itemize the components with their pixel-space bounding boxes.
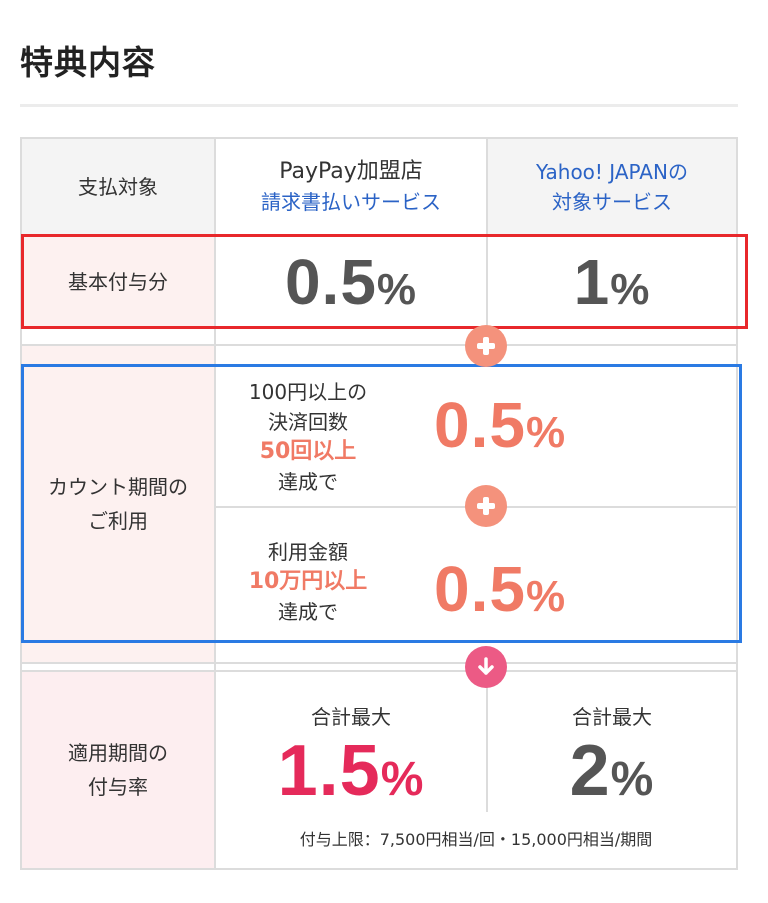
count-label-cell: カウント期間の ご利用: [22, 346, 214, 662]
total-limit-note: 付与上限：7,500円相当/回・15,000円相当/期間: [299, 830, 653, 849]
cond2-text: 利用金額 10万円以上 達成で: [216, 532, 400, 632]
cond1-rate: 0.5%: [434, 388, 566, 462]
basic-label: 基本付与分: [68, 270, 168, 294]
grid-hline-5: [22, 670, 736, 672]
count-label-line1: カウント期間の: [48, 475, 188, 499]
count-label-line2: ご利用: [88, 509, 148, 533]
grid-hline-4: [22, 662, 736, 664]
header-col1-title: PayPay加盟店: [279, 159, 423, 184]
cond1-text: 100円以上の 決済回数 50回以上 達成で: [216, 368, 400, 506]
cond1-line2: 決済回数: [268, 410, 348, 434]
plus-icon: [465, 485, 507, 527]
cond1-value: 0.5: [434, 389, 526, 461]
header-label-cell: 支払対象: [22, 139, 214, 235]
header-col2-line2: 対象サービス: [552, 190, 672, 214]
grid-vline-right-top: [486, 139, 488, 327]
basic-col2-cell: 1%: [488, 237, 736, 327]
page-title: 特典内容: [20, 43, 156, 82]
cond1-percent: %: [525, 408, 567, 457]
header-col1-subtitle: 請求書払いサービス: [261, 190, 441, 214]
count-cond1-cell: 100円以上の 決済回数 50回以上 達成で 0.5%: [216, 368, 736, 506]
total-col2-cell: 合計最大 2%: [488, 672, 736, 812]
grid-vline-right-bottom: [486, 672, 488, 812]
cond1-emphasis: 50回以上: [259, 439, 357, 464]
basic-highlight-box: [21, 234, 748, 329]
basic-col1-cell: 0.5%: [216, 237, 486, 327]
total-label-cell: 適用期間の 付与率: [22, 672, 214, 868]
total-col1-caption: 合計最大: [311, 705, 391, 729]
total-label-line2: 付与率: [88, 775, 148, 799]
total-label-line1: 適用期間の: [68, 741, 168, 765]
count-cond2-cell: 利用金額 10万円以上 達成で 0.5%: [216, 508, 736, 642]
total-col2-percent: %: [610, 753, 655, 806]
basic-label-cell: 基本付与分: [22, 237, 214, 327]
grid-vline-left: [214, 139, 216, 868]
plus-icon: [465, 325, 507, 367]
total-col1-cell: 合計最大 1.5%: [216, 672, 486, 812]
header-label: 支払対象: [78, 175, 158, 199]
total-col1-percent: %: [380, 753, 425, 806]
header-col1-cell: PayPay加盟店 請求書払いサービス: [216, 139, 486, 235]
header-col2-line1: Yahoo! JAPANの: [536, 160, 688, 184]
basic-col2-value: 1: [573, 246, 611, 318]
total-col2-caption: 合計最大: [572, 705, 652, 729]
title-divider: [20, 104, 738, 107]
total-col1-value: 1.5: [277, 731, 381, 811]
grid-hline-2: [22, 344, 736, 346]
cond2-percent: %: [525, 572, 567, 621]
cond1-line1: 100円以上の: [248, 380, 368, 404]
cond2-emphasis: 10万円以上: [248, 569, 368, 594]
basic-col1-rate: 0.5%: [285, 245, 417, 319]
total-col1-rate: 1.5%: [216, 730, 486, 812]
count-highlight-box: [21, 364, 742, 643]
basic-col2-rate: 1%: [574, 245, 651, 319]
total-col2-rate: 2%: [488, 730, 736, 812]
basic-col1-value: 0.5: [284, 246, 377, 318]
cond1-line4: 達成で: [278, 470, 338, 494]
header-col2-cell: Yahoo! JAPANの 対象サービス: [488, 139, 736, 235]
total-col2-value: 2: [569, 731, 611, 811]
cond2-line1: 利用金額: [268, 540, 348, 564]
cond2-line3: 達成で: [278, 600, 338, 624]
cond2-rate: 0.5%: [434, 552, 566, 626]
cond2-value: 0.5: [434, 553, 526, 625]
basic-col1-percent: %: [376, 265, 418, 314]
basic-col2-percent: %: [610, 265, 651, 314]
arrow-down-icon: [465, 646, 507, 688]
